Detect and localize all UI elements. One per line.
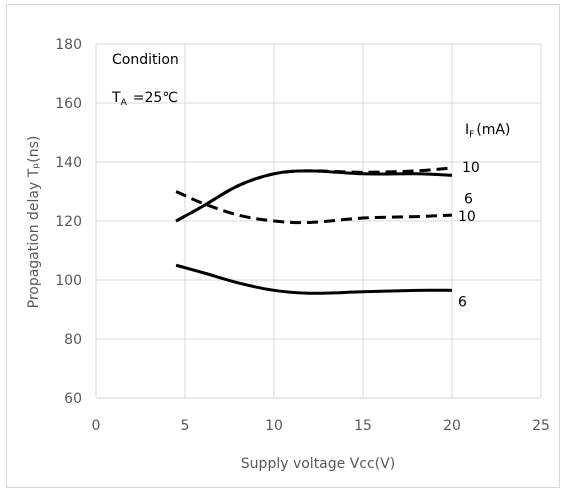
temperature-symbol: T [111, 90, 121, 106]
series-label-3: 10 [458, 209, 476, 225]
temperature-subscript: A [121, 98, 128, 108]
x-tick-label: 15 [354, 418, 372, 434]
series-line-3 [175, 190, 453, 225]
series-line-1 [175, 166, 453, 223]
y-tick-label: 100 [55, 273, 82, 289]
y-axis-title: Propagation delay Tₚ(ns) [26, 136, 42, 309]
x-tick-label: 10 [265, 418, 283, 434]
y-axis-ticks: 60 80 100 120 140 160 180 [55, 37, 82, 407]
forward-current-header: IF (mA) [465, 122, 510, 140]
y-tick-label: 160 [55, 96, 82, 112]
temperature-value: =25℃ [133, 90, 178, 106]
series-lines [175, 166, 453, 295]
chart-frame [6, 4, 560, 488]
series-line-2 [175, 169, 453, 223]
x-axis-title: Supply voltage Vcc(V) [241, 456, 395, 472]
temperature-label: TA =25℃ [111, 90, 178, 108]
series-labels: 10 6 10 6 [458, 160, 480, 310]
y-tick-label: 120 [55, 214, 82, 230]
y-tick-label: 140 [55, 155, 82, 171]
x-tick-label: 0 [92, 418, 101, 434]
condition-label: Condition [112, 52, 179, 68]
y-tick-label: 80 [64, 332, 82, 348]
series-label-2: 6 [464, 191, 473, 207]
series-label-1: 10 [462, 160, 480, 176]
x-tick-label: 20 [443, 418, 461, 434]
series-label-4: 6 [458, 294, 467, 310]
x-axis-ticks: 0 5 10 15 20 25 [92, 418, 550, 434]
y-tick-label: 180 [55, 37, 82, 53]
x-tick-label: 25 [532, 418, 550, 434]
forward-current-unit: (mA) [476, 122, 510, 138]
y-tick-label: 60 [64, 391, 82, 407]
forward-current-subscript: F [469, 130, 474, 140]
series-line-4 [175, 263, 453, 295]
x-tick-label: 5 [181, 418, 190, 434]
forward-current-symbol: I [465, 122, 469, 138]
